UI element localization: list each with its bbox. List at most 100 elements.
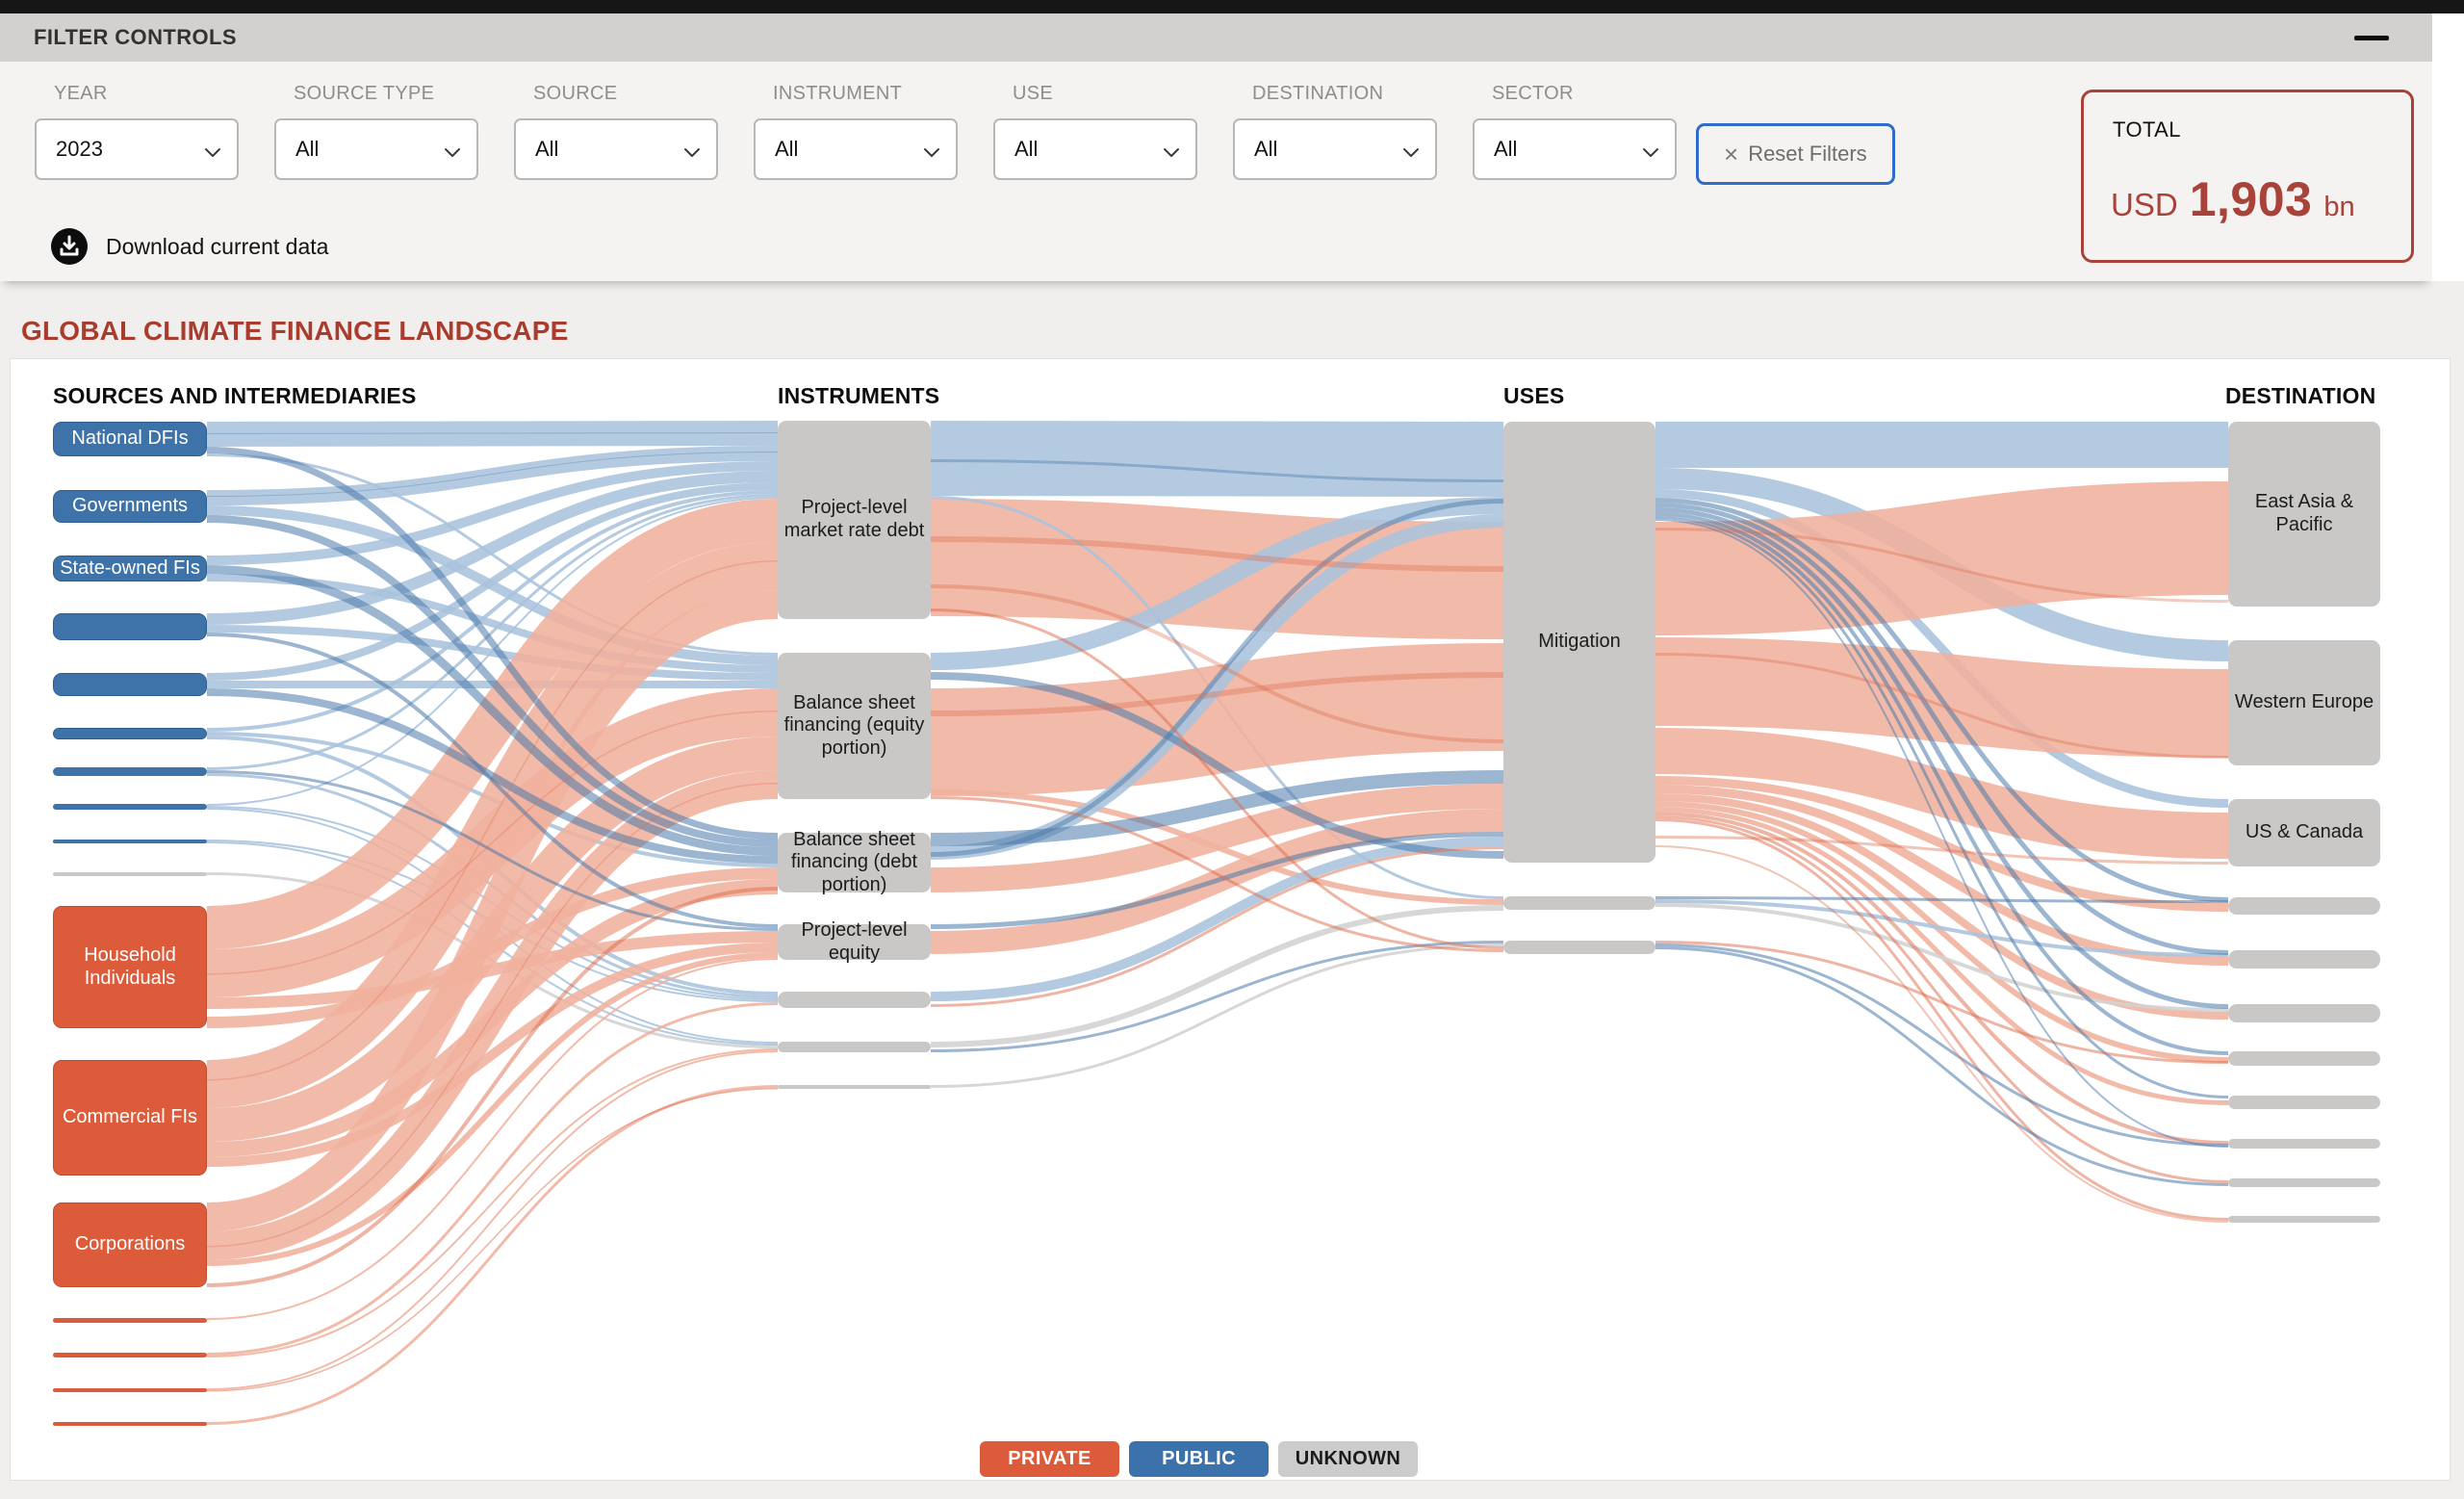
minimize-panel-button[interactable] [2338,13,2405,62]
column-header-destination: DESTINATION [2225,383,2376,408]
sankey-node-comm[interactable]: Commercial FIs [53,1060,207,1176]
sankey-chart-card [10,358,2451,1481]
total-unit: bn [2323,192,2355,222]
sankey-node-d8[interactable] [2228,1096,2380,1109]
sankey-node-corp[interactable]: Corporations [53,1202,207,1287]
use-select[interactable]: All [993,118,1197,180]
chevron-down-icon [683,145,701,163]
column-header-instruments: INSTRUMENTS [778,383,940,408]
sankey-node-we[interactable]: Western Europe [2228,640,2380,765]
sankey-node-gov[interactable]: Governments [53,490,207,523]
column-header-uses: USES [1503,383,1565,408]
sankey-node-d11[interactable] [2228,1216,2380,1223]
browser-top-bar [0,0,2464,13]
download-data-button[interactable]: Download current data [50,227,328,266]
filter-source: SOURCE All [514,83,718,180]
sankey-node-g10[interactable] [53,872,207,876]
source-type-selected-value: All [295,137,320,161]
sankey-node-i6[interactable] [778,1042,931,1052]
sankey-node-o16[interactable] [53,1388,207,1392]
filter-instrument: INSTRUMENT All [754,83,958,180]
source-selected-value: All [535,137,559,161]
sankey-node-sof[interactable]: State-owned FIs [53,556,207,582]
reset-filters-label: Reset Filters [1748,142,1867,166]
filter-label-sector: SECTOR [1492,83,1574,104]
instrument-select[interactable]: All [754,118,958,180]
chevron-down-icon [1163,145,1180,163]
sankey-node-b8[interactable] [53,804,207,810]
total-currency: USD [2111,187,2178,222]
close-icon: × [1724,140,1739,168]
chevron-down-icon [1402,145,1420,163]
sankey-node-d5[interactable] [2228,950,2380,969]
filter-panel-title: FILTER CONTROLS [34,25,237,49]
sankey-node-bsfe[interactable]: Balance sheet financing (equity portion) [778,653,931,799]
sector-selected-value: All [1494,137,1518,161]
total-value: 1,903 [2189,172,2313,226]
chevron-down-icon [444,145,461,163]
sankey-node-mit[interactable]: Mitigation [1503,422,1656,863]
sankey-node-d10[interactable] [2228,1178,2380,1187]
filter-label-source-type: SOURCE TYPE [294,83,435,104]
sankey-node-hh[interactable]: Household Individuals [53,906,207,1028]
sankey-node-ndfi[interactable]: National DFIs [53,422,207,456]
sankey-node-d9[interactable] [2228,1139,2380,1149]
legend-private[interactable]: PRIVATE [980,1441,1119,1477]
download-icon [51,228,88,265]
sankey-node-i5[interactable] [778,992,931,1008]
page-gutter [2432,13,2464,281]
sankey-node-o17[interactable] [53,1422,207,1426]
sankey-node-bsfd[interactable]: Balance sheet financing (debt portion) [778,829,931,895]
sankey-node-b6[interactable] [53,728,207,739]
instrument-selected-value: All [775,137,799,161]
filters-row: YEAR 2023 SOURCE TYPE All SOURCE All INSTRUMEN… [35,83,1677,180]
source-select[interactable]: All [514,118,718,180]
filter-label-source: SOURCE [533,83,618,104]
filter-sector: SECTOR All [1473,83,1677,180]
sankey-node-use3[interactable] [1503,941,1656,954]
year-select[interactable]: 2023 [35,118,239,180]
sankey-node-b9[interactable] [53,840,207,843]
year-selected-value: 2023 [56,137,103,161]
sankey-node-b4[interactable] [53,613,207,640]
sector-select[interactable]: All [1473,118,1677,180]
chevron-down-icon [204,145,221,163]
total-label: TOTAL [2113,117,2181,142]
sankey-node-d6[interactable] [2228,1004,2380,1022]
sankey-node-d7[interactable] [2228,1051,2380,1066]
source-type-select[interactable]: All [274,118,478,180]
reset-filters-button[interactable]: × Reset Filters [1696,123,1895,185]
column-header-sources: SOURCES AND INTERMEDIARIES [53,383,417,408]
chevron-down-icon [1642,145,1659,163]
page-title: GLOBAL CLIMATE FINANCE LANDSCAPE [21,316,569,346]
minimize-icon [2354,35,2389,40]
download-label: Download current data [106,233,329,259]
sankey-node-b7[interactable] [53,767,207,776]
sankey-node-plmrd[interactable]: Project-level market rate debt [778,421,931,619]
filter-label-destination: DESTINATION [1252,83,1384,104]
sankey-node-o14[interactable] [53,1318,207,1323]
legend-unknown[interactable]: UNKNOWN [1278,1441,1418,1477]
filter-label-instrument: INSTRUMENT [773,83,903,104]
filter-label-use: USE [1013,83,1054,104]
filter-panel-header: FILTER CONTROLS [0,13,2432,62]
sankey-node-usc[interactable]: US & Canada [2228,799,2380,866]
legend-public[interactable]: PUBLIC [1129,1441,1269,1477]
total-value-line: USD 1,903 bn [2111,171,2355,227]
filter-label-year: YEAR [54,83,108,104]
total-box: TOTAL USD 1,903 bn [2081,90,2414,263]
sankey-node-pleq[interactable]: Project-level equity [778,919,931,964]
sankey-node-o15[interactable] [53,1353,207,1357]
sankey-node-use2[interactable] [1503,896,1656,910]
sankey-node-i7[interactable] [778,1085,931,1089]
destination-selected-value: All [1254,137,1278,161]
sankey-node-b5[interactable] [53,673,207,696]
sankey-node-d4[interactable] [2228,897,2380,915]
destination-select[interactable]: All [1233,118,1437,180]
filter-source-type: SOURCE TYPE All [274,83,478,180]
chart-legend: PRIVATE PUBLIC UNKNOWN [0,1441,2464,1478]
filter-destination: DESTINATION All [1233,83,1437,180]
sankey-node-eap[interactable]: East Asia & Pacific [2228,422,2380,607]
filter-year: YEAR 2023 [35,83,239,180]
use-selected-value: All [1014,137,1039,161]
